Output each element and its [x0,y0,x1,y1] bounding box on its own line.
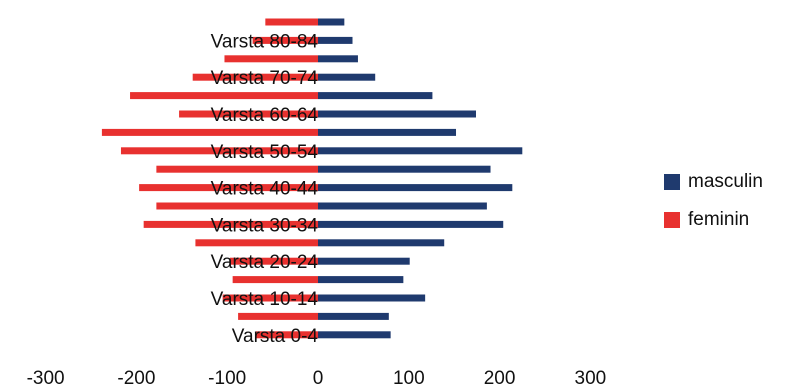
category-label: Varsta 10-14 [211,289,319,310]
x-tick-label: 100 [393,368,425,387]
category-label: Varsta 70-74 [211,68,319,89]
category-label: Varsta 40-44 [211,179,319,200]
legend-label-feminin: feminin [688,209,750,230]
bar-feminin-14 [192,73,318,81]
category-label: Varsta 20-24 [211,252,319,273]
legend: masculin feminin [664,166,763,242]
legend-item-feminin: feminin [664,204,763,236]
bar-feminin-13 [130,92,318,100]
legend-swatch-masculin [664,174,680,190]
bar-feminin-17 [265,18,318,26]
bar-masculin-15 [318,55,358,63]
category-label: Varsta 30-34 [211,215,319,236]
masculin-bars [318,18,523,339]
category-label: Varsta 80-84 [211,31,319,52]
bar-masculin-3 [318,276,404,284]
category-label: Varsta 0-4 [232,326,319,347]
bar-feminin-3 [232,276,318,284]
bar-masculin-0 [318,331,391,339]
bar-masculin-16 [318,36,353,44]
legend-item-masculin: masculin [664,166,763,198]
bar-masculin-17 [318,18,345,26]
bar-feminin-8 [139,184,318,192]
bar-masculin-2 [318,294,426,302]
bar-masculin-7 [318,202,487,210]
x-tick-label: 300 [575,368,607,387]
bar-masculin-1 [318,312,389,320]
bar-masculin-10 [318,147,523,155]
bar-masculin-13 [318,92,433,100]
bar-feminin-15 [224,55,318,63]
bar-feminin-11 [101,128,318,136]
bar-feminin-5 [195,239,318,247]
bar-feminin-12 [179,110,318,118]
x-tick-label: 200 [484,368,516,387]
x-tick-label: -100 [208,368,246,387]
bar-masculin-11 [318,128,457,136]
bar-masculin-14 [318,73,376,81]
feminin-bars [101,18,319,339]
bar-masculin-5 [318,239,445,247]
bar-feminin-4 [229,257,318,265]
bar-feminin-16 [252,36,318,44]
bar-feminin-10 [120,147,319,155]
bar-masculin-4 [318,257,410,265]
bar-masculin-12 [318,110,476,118]
x-tick-label: 0 [313,368,324,387]
bar-feminin-6 [143,220,318,228]
x-axis-ticks: -300 -200 -100 0 100 200 300 [27,368,607,387]
bar-masculin-8 [318,184,513,192]
bar-feminin-1 [238,312,318,320]
bar-masculin-6 [318,220,504,228]
bar-feminin-9 [156,165,318,173]
x-tick-label: -200 [117,368,155,387]
category-label: Varsta 60-64 [211,105,319,126]
x-tick-label: -300 [27,368,65,387]
category-label: Varsta 50-54 [211,142,319,163]
bar-feminin-2 [222,294,318,302]
legend-label-masculin: masculin [688,171,763,192]
category-labels: Varsta 0-4 Varsta 10-14 Varsta 20-24 Varsta… [211,31,319,346]
bar-masculin-9 [318,165,491,173]
bar-feminin-7 [156,202,318,210]
legend-swatch-feminin [664,212,680,228]
bar-feminin-0 [256,331,318,339]
